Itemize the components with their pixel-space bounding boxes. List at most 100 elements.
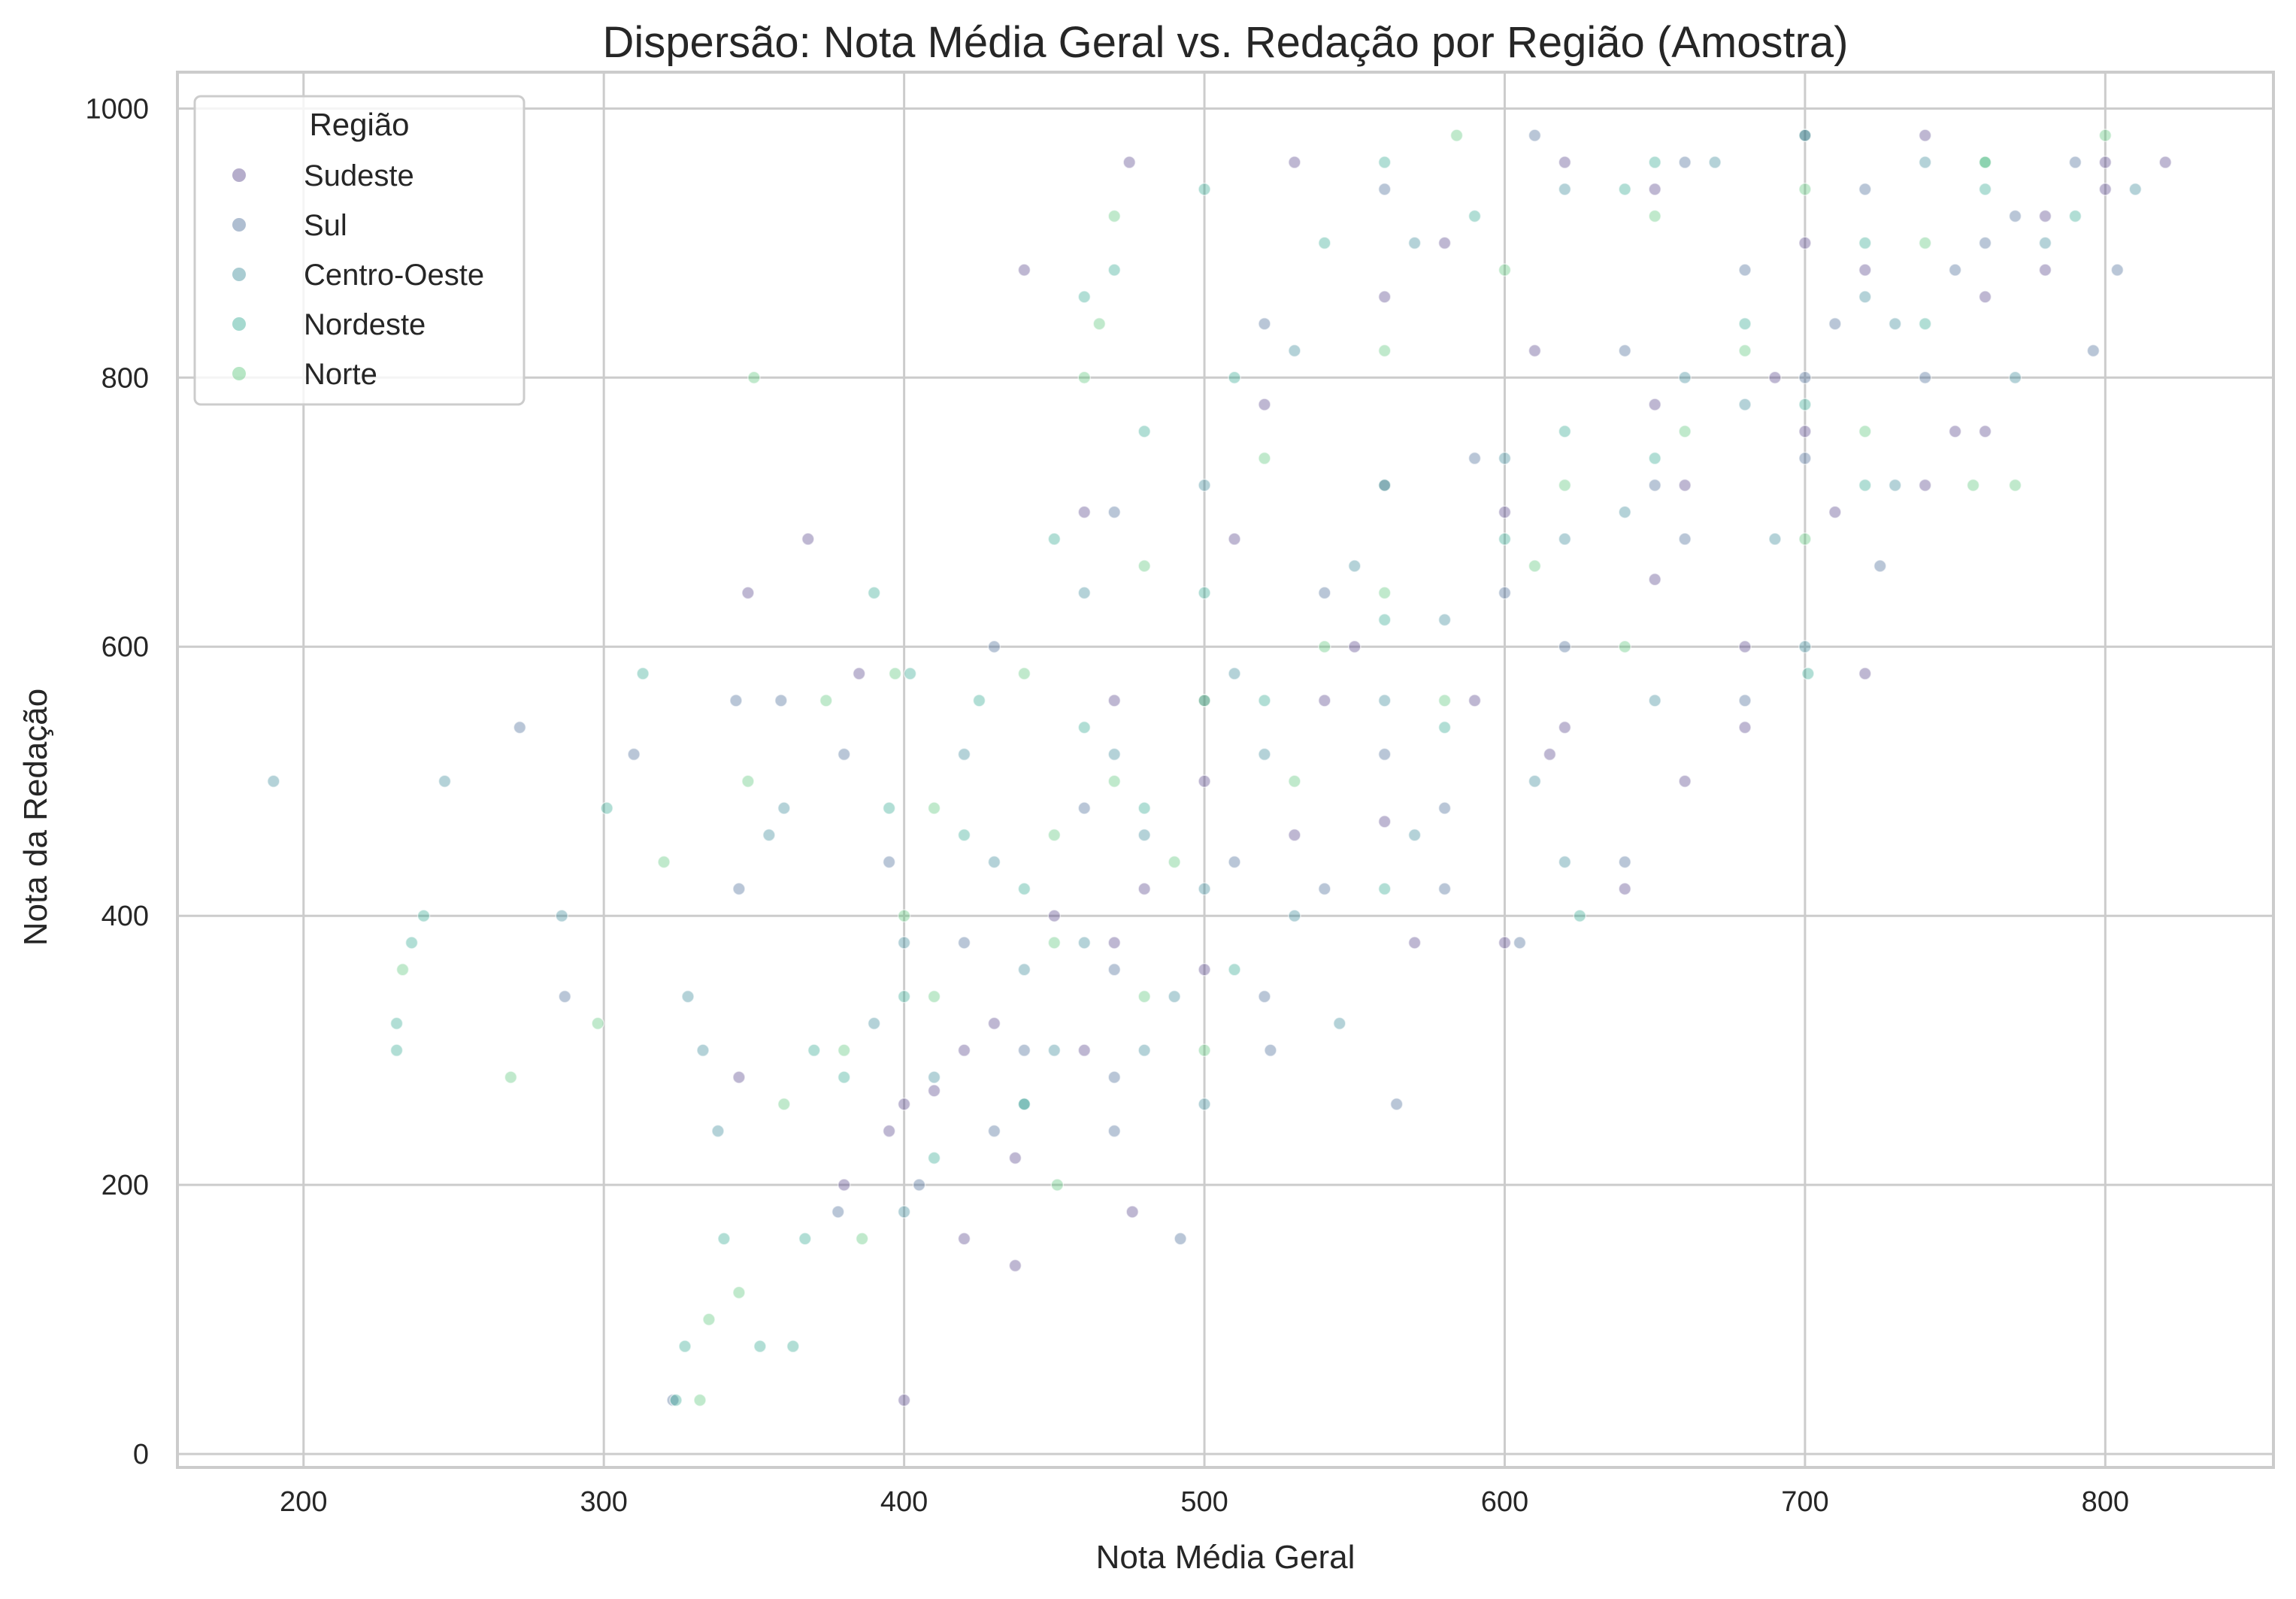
data-point: [1618, 882, 1631, 896]
data-point: [591, 1016, 604, 1031]
data-point: [1107, 936, 1121, 949]
data-point: [1798, 532, 1812, 546]
data-point: [957, 936, 971, 949]
data-point: [897, 989, 911, 1004]
data-point: [1437, 613, 1452, 627]
data-point: [1738, 398, 1752, 411]
data-point: [957, 1043, 971, 1057]
data-point: [693, 1393, 707, 1407]
data-point: [1978, 156, 1992, 169]
data-point: [558, 989, 572, 1004]
data-point: [1858, 263, 1872, 277]
data-point: [416, 909, 431, 922]
plot-area: [176, 71, 2275, 1469]
data-point: [903, 667, 917, 680]
data-point: [819, 694, 833, 707]
data-point: [1978, 182, 1992, 196]
x-tick-label: 600: [1481, 1486, 1528, 1518]
data-point: [1137, 801, 1151, 815]
data-point: [1125, 1205, 1139, 1219]
data-point: [1558, 855, 1572, 869]
data-point: [1918, 156, 1932, 169]
data-point: [1648, 156, 1661, 169]
data-point: [678, 1340, 692, 1353]
data-point: [1858, 667, 1872, 680]
x-tick-label: 500: [1180, 1486, 1228, 1518]
legend-box: [193, 95, 526, 406]
data-point: [1377, 478, 1392, 492]
data-point: [1678, 774, 1692, 788]
y-axis-ticks: 0 200 400 600 800 1000: [85, 93, 149, 1470]
data-point: [732, 882, 746, 896]
data-point: [1077, 720, 1092, 734]
data-point: [777, 1098, 791, 1111]
data-point: [2008, 371, 2022, 385]
data-point: [2098, 156, 2113, 169]
data-point: [1198, 963, 1211, 977]
data-point: [1858, 236, 1872, 250]
data-point: [786, 1340, 800, 1353]
data-point: [1008, 1258, 1022, 1273]
data-point: [2110, 263, 2125, 277]
data-point: [1017, 882, 1031, 896]
data-point: [1377, 613, 1392, 627]
data-point: [1437, 801, 1452, 815]
data-point: [1198, 882, 1211, 896]
data-point: [1449, 129, 1464, 142]
data-point: [1258, 989, 1271, 1004]
data-point: [801, 532, 815, 546]
y-tick-label: 0: [133, 1439, 149, 1470]
data-point: [1543, 747, 1557, 762]
data-point: [1348, 559, 1362, 573]
data-point: [1318, 882, 1331, 896]
data-point: [717, 1231, 731, 1246]
data-point: [1168, 855, 1181, 869]
data-point: [1888, 316, 1902, 331]
data-point: [1137, 828, 1151, 842]
data-point: [1047, 909, 1062, 922]
data-point: [1258, 694, 1271, 707]
data-point: [636, 667, 650, 680]
data-point: [1468, 451, 1482, 465]
data-point: [1050, 1178, 1065, 1192]
data-point: [1558, 532, 1572, 546]
data-point: [1198, 182, 1211, 196]
data-point: [1198, 1098, 1211, 1111]
data-point: [1318, 694, 1331, 707]
data-point: [1047, 828, 1062, 842]
data-point: [1377, 747, 1392, 762]
data-point: [882, 801, 896, 815]
y-tick-label: 1000: [85, 93, 149, 125]
data-point: [1828, 505, 1842, 519]
data-point: [1077, 1043, 1092, 1057]
data-point: [1873, 559, 1887, 573]
data-point: [927, 1071, 941, 1084]
data-point: [1377, 586, 1392, 600]
data-point: [987, 1016, 1001, 1031]
data-point: [1174, 1231, 1187, 1246]
grid-lines: [177, 72, 2273, 1467]
data-point: [1288, 344, 1301, 358]
data-point: [1077, 371, 1092, 385]
data-point: [1498, 586, 1512, 600]
plot-frame: [176, 71, 2275, 1469]
data-point: [389, 1016, 404, 1031]
data-point: [729, 694, 743, 707]
data-point: [1077, 505, 1092, 519]
data-point: [1318, 586, 1331, 600]
data-point: [1618, 855, 1631, 869]
data-point: [1738, 316, 1752, 331]
data-point: [1768, 532, 1782, 546]
data-point: [389, 1043, 404, 1057]
data-point: [1948, 425, 1962, 438]
data-point: [1107, 774, 1121, 788]
x-tick-label: 700: [1781, 1486, 1828, 1518]
data-point: [1107, 747, 1121, 762]
data-point: [1318, 640, 1331, 653]
data-point: [1377, 815, 1392, 828]
data-point: [627, 747, 641, 762]
data-point: [912, 1178, 926, 1192]
legend-marker: [232, 268, 246, 281]
data-point: [1168, 989, 1181, 1004]
data-point: [1528, 559, 1542, 573]
